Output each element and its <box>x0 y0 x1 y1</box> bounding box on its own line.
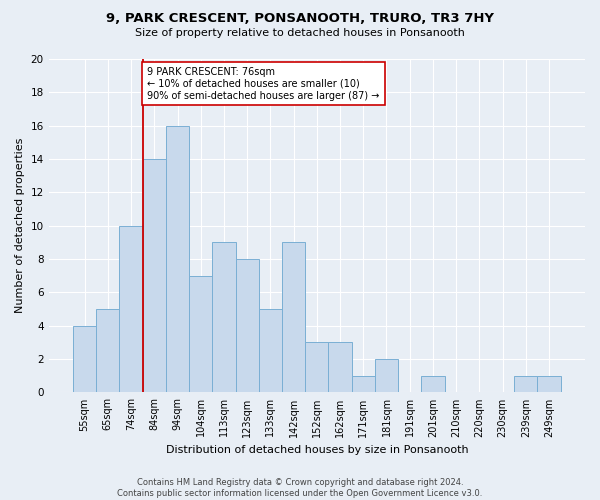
Bar <box>421 376 445 392</box>
Bar <box>73 326 96 392</box>
Bar <box>352 376 375 392</box>
X-axis label: Distribution of detached houses by size in Ponsanooth: Distribution of detached houses by size … <box>166 445 468 455</box>
Bar <box>375 359 398 392</box>
Text: 9, PARK CRESCENT, PONSANOOTH, TRURO, TR3 7HY: 9, PARK CRESCENT, PONSANOOTH, TRURO, TR3… <box>106 12 494 26</box>
Text: Contains HM Land Registry data © Crown copyright and database right 2024.
Contai: Contains HM Land Registry data © Crown c… <box>118 478 482 498</box>
Bar <box>328 342 352 392</box>
Bar <box>236 259 259 392</box>
Bar <box>166 126 189 392</box>
Text: 9 PARK CRESCENT: 76sqm
← 10% of detached houses are smaller (10)
90% of semi-det: 9 PARK CRESCENT: 76sqm ← 10% of detached… <box>148 68 380 100</box>
Bar <box>282 242 305 392</box>
Bar <box>96 309 119 392</box>
Bar <box>538 376 560 392</box>
Y-axis label: Number of detached properties: Number of detached properties <box>15 138 25 314</box>
Bar <box>259 309 282 392</box>
Text: Size of property relative to detached houses in Ponsanooth: Size of property relative to detached ho… <box>135 28 465 38</box>
Bar <box>189 276 212 392</box>
Bar <box>305 342 328 392</box>
Bar <box>514 376 538 392</box>
Bar <box>143 159 166 392</box>
Bar <box>212 242 236 392</box>
Bar <box>119 226 143 392</box>
